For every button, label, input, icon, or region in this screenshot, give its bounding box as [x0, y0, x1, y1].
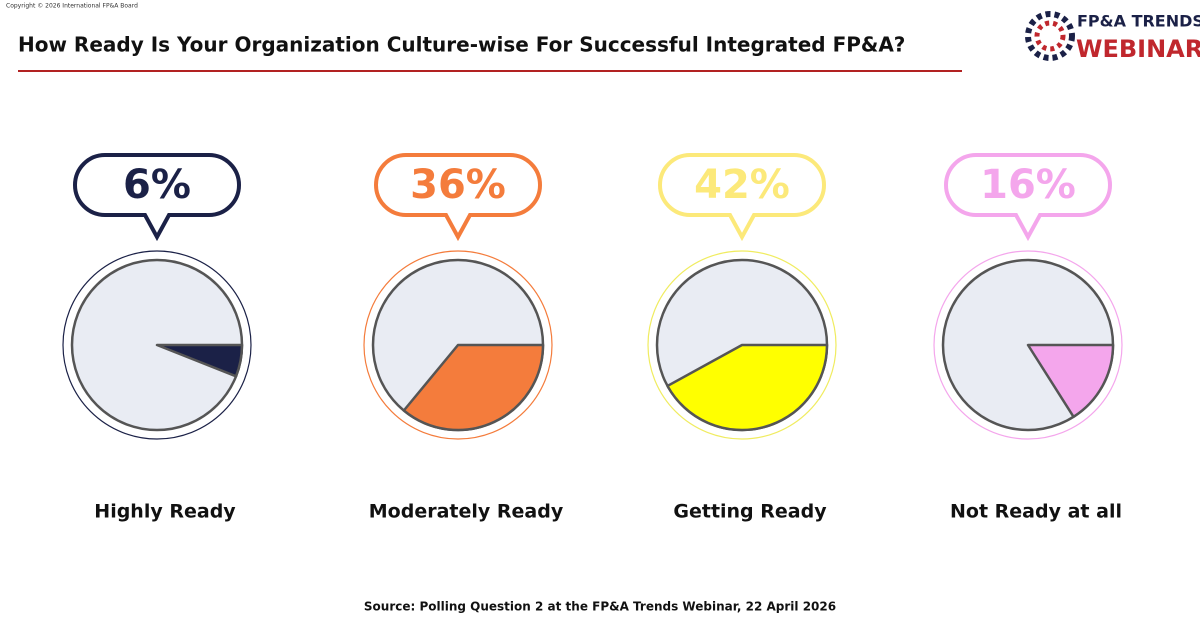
category-label: Highly Ready [94, 501, 236, 523]
logo-top: FP&A TRENDS [1077, 12, 1200, 31]
category-label: Moderately Ready [369, 501, 564, 523]
category-label: Getting Ready [673, 501, 827, 523]
logo-bottom: WEBINAR [1076, 35, 1200, 63]
copyright: Copyright © 2026 International FP&A Boar… [6, 3, 138, 10]
value-label: 16% [980, 162, 1076, 208]
category-label: Not Ready at all [950, 501, 1122, 523]
callout [658, 153, 826, 242]
chart-title: How Ready Is Your Organization Culture-w… [18, 33, 905, 57]
pie-slice [1026, 343, 1115, 419]
pie-slice [666, 343, 829, 432]
pie-ring [933, 250, 1123, 440]
value-label: 36% [410, 162, 506, 208]
pie-ring [647, 250, 837, 440]
callout [944, 153, 1112, 242]
logo: FP&A TRENDS WEBINAR [1025, 11, 1200, 63]
pie-slice [402, 343, 545, 432]
value-label: 6% [123, 162, 191, 208]
pie-slice [155, 343, 244, 378]
pie-ring [62, 250, 252, 440]
logo-icon [1025, 11, 1075, 61]
callout [374, 153, 542, 242]
callout [73, 153, 241, 242]
value-label: 42% [694, 162, 790, 208]
source: Source: Polling Question 2 at the FP&A T… [364, 600, 836, 614]
pie-ring [363, 250, 553, 440]
logo-icon-inner [1034, 20, 1066, 52]
